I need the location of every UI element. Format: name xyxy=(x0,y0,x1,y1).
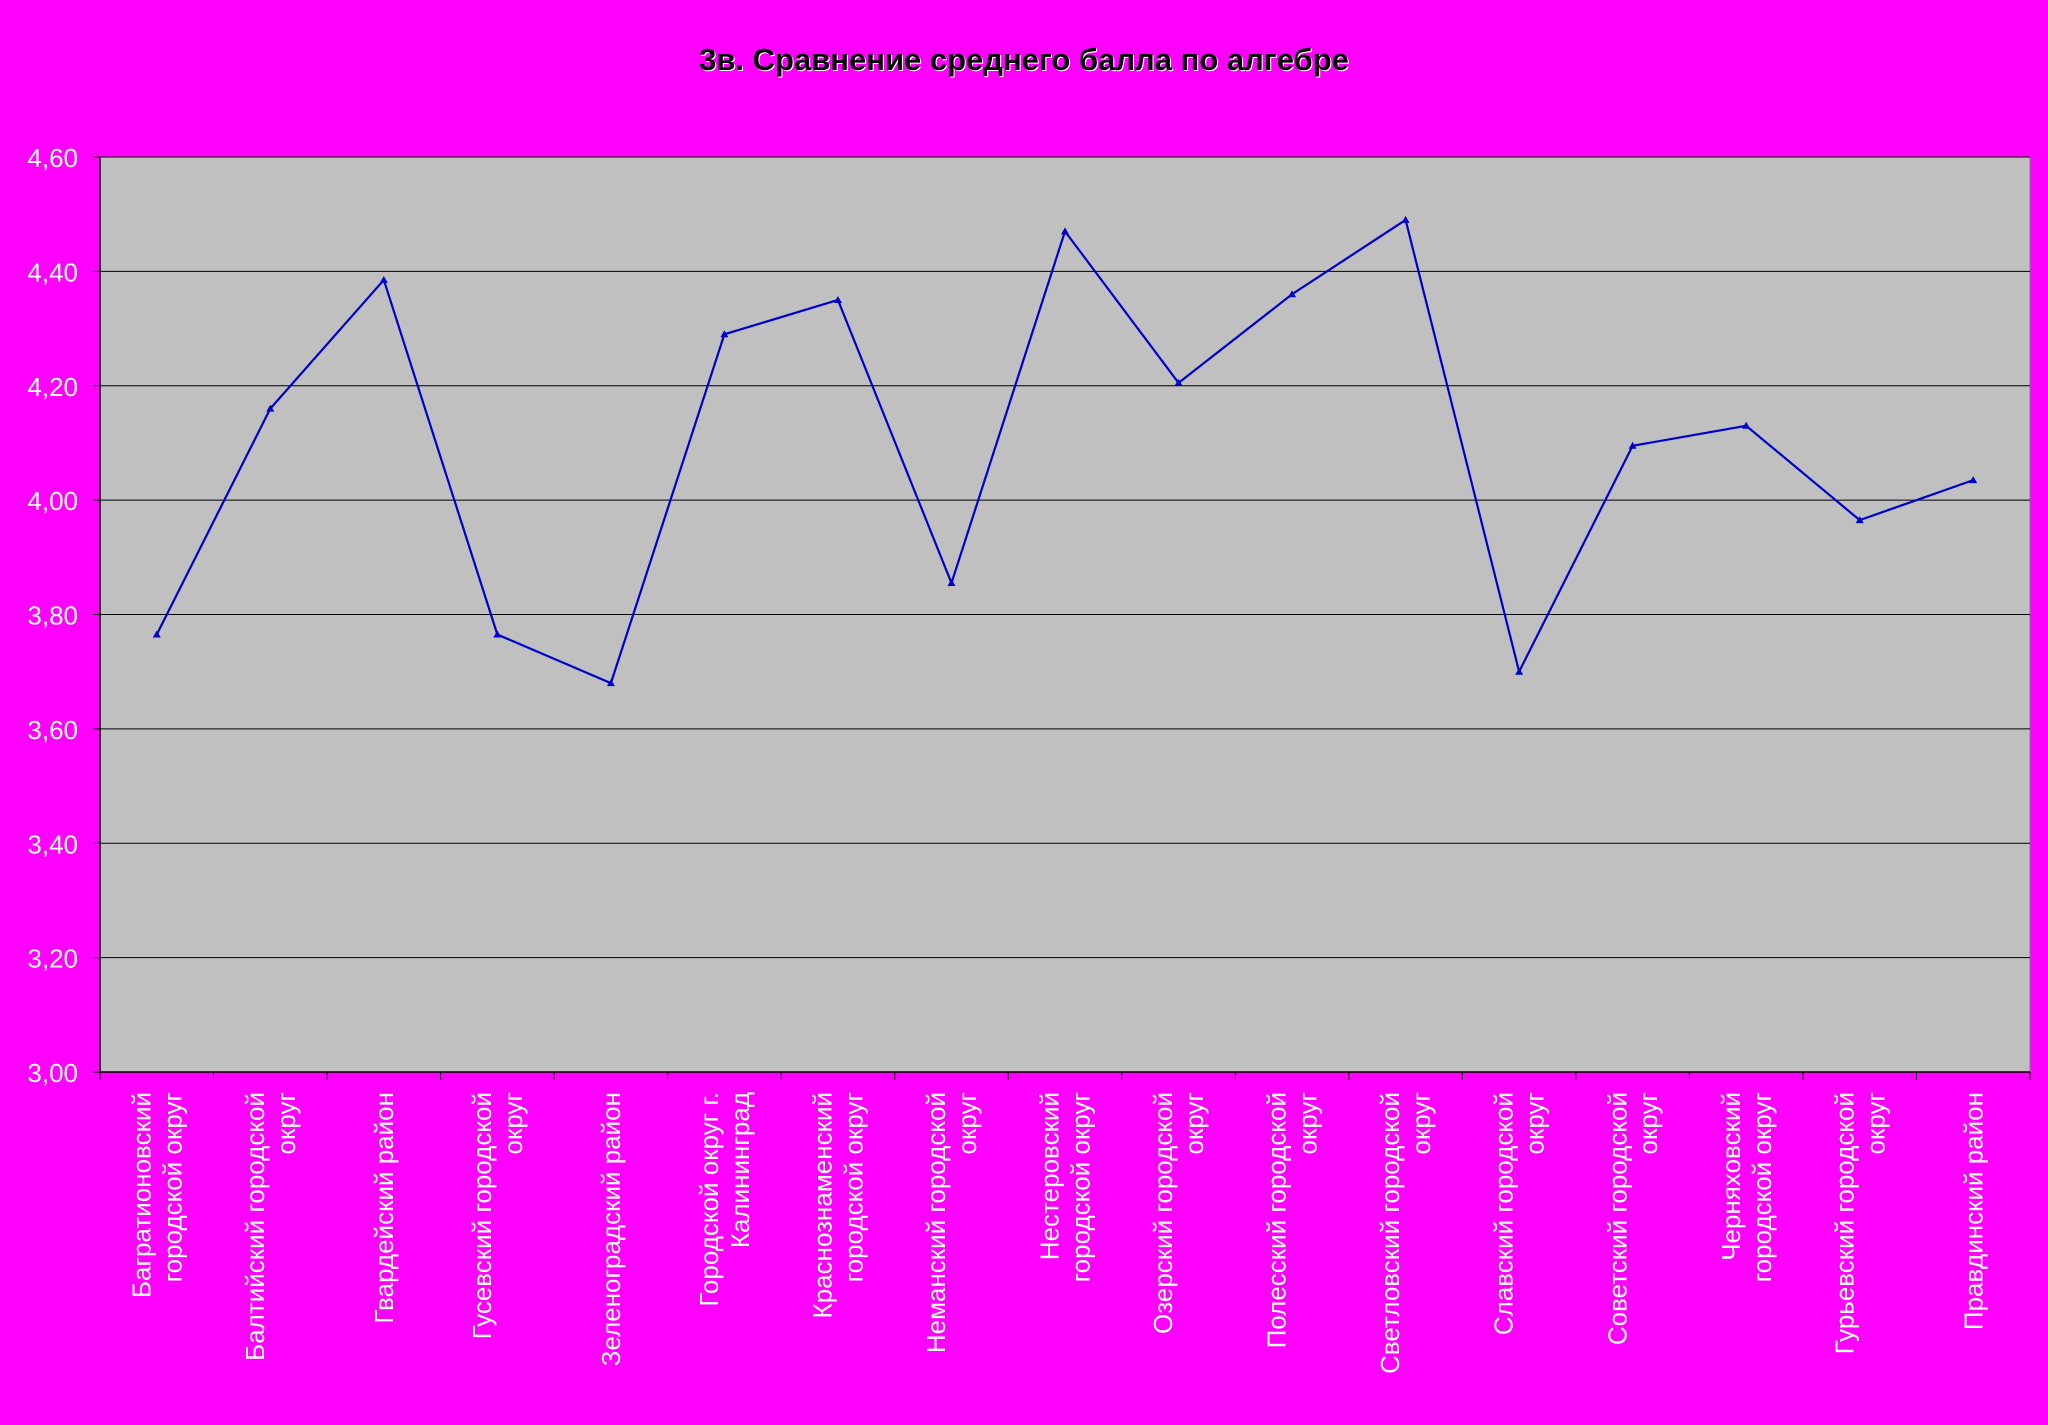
x-tick-label-line: Гвардейский район xyxy=(369,1092,399,1324)
x-tick-label-line: округ xyxy=(1179,1092,1209,1155)
chart-title: 3в. Сравнение среднего балла по алгебре xyxy=(699,42,1349,77)
x-tick-label: Светловский городскойокруг xyxy=(1375,1092,1436,1374)
x-tick-label: Краснознаменскийгородской округ xyxy=(808,1092,869,1318)
x-tick-label-line: Светловский городской xyxy=(1375,1092,1405,1374)
x-tick-label-line: Черняховский xyxy=(1716,1092,1746,1261)
data-point xyxy=(1969,476,1978,484)
data-point xyxy=(152,630,161,638)
x-tick-label: Багратионовскийгородской округ xyxy=(126,1092,187,1298)
y-tick-label: 4,40 xyxy=(27,257,78,287)
x-tick-label-line: Калининград xyxy=(725,1092,755,1248)
x-tick-label-line: Гусевский городской xyxy=(467,1092,497,1339)
data-point xyxy=(1855,516,1864,524)
x-tick-label: Гусевский городскойокруг xyxy=(467,1092,528,1339)
x-tick-label: Городской округ г.Калининград xyxy=(694,1092,755,1306)
x-tick-label: Балтийский городскойокруг xyxy=(240,1092,301,1361)
data-point xyxy=(1401,215,1410,223)
data-point xyxy=(1515,667,1524,675)
x-tick-label: Славский городскойокруг xyxy=(1489,1092,1550,1335)
x-tick-label-line: Городской округ г. xyxy=(694,1092,724,1306)
x-tick-label-line: Гурьевский городской xyxy=(1829,1092,1859,1354)
x-tick-label-line: округ xyxy=(952,1092,982,1155)
y-tick-label: 4,20 xyxy=(27,372,78,402)
y-tick-label: 3,00 xyxy=(27,1058,78,1088)
x-tick-label-line: округ xyxy=(271,1092,301,1155)
x-tick-label: Полесский городскойокруг xyxy=(1262,1092,1323,1348)
x-tick-label-line: городской округ xyxy=(1066,1092,1096,1282)
x-tick-label: Черняховскийгородской округ xyxy=(1716,1092,1777,1282)
y-tick-label: 3,60 xyxy=(27,715,78,745)
x-tick-label-line: Багратионовский xyxy=(126,1092,156,1298)
x-tick-label-line: Неманский городской xyxy=(921,1092,951,1353)
data-point xyxy=(493,630,502,638)
y-tick-label: 3,80 xyxy=(27,601,78,631)
x-tick-label-line: Озерский городской xyxy=(1148,1092,1178,1334)
x-tick-label-line: округ xyxy=(1293,1092,1323,1155)
x-tick-label-line: Советский городской xyxy=(1602,1092,1632,1345)
data-point xyxy=(266,404,275,412)
x-tick-label: Озерский городскойокруг xyxy=(1148,1092,1209,1334)
y-tick-label: 4,60 xyxy=(27,143,78,173)
data-point xyxy=(833,295,842,303)
x-tick-label-line: округ xyxy=(1633,1092,1663,1155)
x-tick-label-line: Балтийский городской xyxy=(240,1092,270,1361)
x-tick-label-line: округ xyxy=(1520,1092,1550,1155)
y-tick-label: 3,20 xyxy=(27,944,78,974)
x-tick-label-line: округ xyxy=(1860,1092,1890,1155)
x-tick-label: Зеленоградский район xyxy=(596,1092,626,1366)
x-tick-label-line: округ xyxy=(498,1092,528,1155)
data-point xyxy=(1174,378,1183,386)
x-tick-label-line: Славский городской xyxy=(1489,1092,1519,1335)
x-tick-label-line: Нестеровский xyxy=(1035,1092,1065,1260)
data-point xyxy=(1288,290,1297,298)
x-tick-label: Советский городскойокруг xyxy=(1602,1092,1663,1345)
x-tick-label-line: Полесский городской xyxy=(1262,1092,1292,1348)
x-tick-label: Нестеровскийгородской округ xyxy=(1035,1092,1096,1282)
data-point xyxy=(606,679,615,687)
data-point xyxy=(1742,421,1751,429)
x-tick-label: Гурьевский городскойокруг xyxy=(1829,1092,1890,1354)
data-point xyxy=(947,579,956,587)
x-tick-label: Неманский городскойокруг xyxy=(921,1092,982,1353)
x-tick-label-line: Зеленоградский район xyxy=(596,1092,626,1366)
data-point xyxy=(1061,227,1069,235)
y-tick-label: 3,40 xyxy=(27,829,78,859)
x-tick-label-line: Правдинский район xyxy=(1958,1092,1988,1330)
data-point xyxy=(379,275,388,283)
x-tick-label-line: округ xyxy=(1406,1092,1436,1155)
y-tick-label: 4,00 xyxy=(27,486,78,516)
x-tick-label-line: Краснознаменский xyxy=(808,1092,838,1318)
data-point xyxy=(1628,441,1637,449)
x-tick-label-line: городской округ xyxy=(839,1092,869,1282)
x-tick-label-line: городской округ xyxy=(1747,1092,1777,1282)
data-point xyxy=(720,330,729,338)
x-tick-label-line: городской округ xyxy=(157,1092,187,1282)
x-tick-label: Гвардейский район xyxy=(369,1092,399,1324)
x-tick-label: Правдинский район xyxy=(1958,1092,1988,1330)
